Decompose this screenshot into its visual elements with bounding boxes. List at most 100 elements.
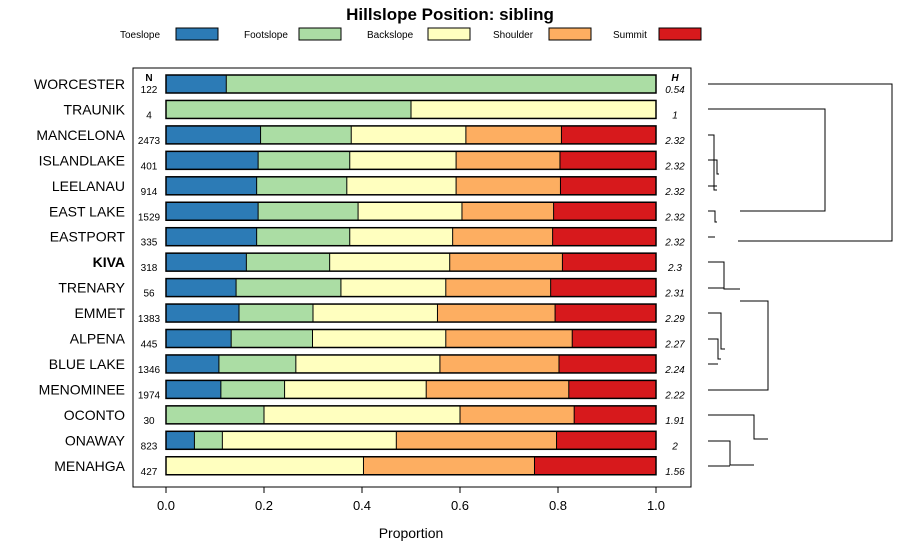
bar-segment-summit (553, 202, 656, 221)
bar-outline (165, 226, 657, 247)
bar-outline (165, 125, 657, 145)
bar-segment-toeslope (166, 202, 259, 221)
legend-label-backslope: Backslope (367, 30, 414, 41)
legend: Toeslope Footslope Backslope Shoulder Summit (120, 27, 702, 41)
bar-segment-shoulder (460, 405, 575, 424)
bar-outline (165, 252, 657, 272)
bar-segment-summit (555, 304, 656, 323)
bar-segment-toeslope (166, 329, 232, 348)
bar-segment-backslope (340, 278, 446, 297)
bar-segment-backslope (264, 405, 460, 424)
legend-label-toeslope: Toeslope (120, 30, 160, 41)
x-tick-label: 0.6 (451, 498, 469, 513)
bar-row-onaway: ONAWAY 823 2 (65, 430, 678, 452)
bar-row-kiva: KIVA 318 2.3 (93, 252, 682, 274)
h-value: 2 (671, 441, 678, 452)
row-label: MENOMINEE (39, 381, 125, 397)
bar-segment-shoulder (363, 456, 535, 475)
n-value: 401 (141, 161, 158, 172)
legend-swatch-toeslope (175, 27, 219, 41)
row-label: ALPENA (70, 331, 126, 347)
bar-segment-toeslope (166, 354, 219, 373)
bar-outline (165, 150, 657, 171)
h-column-header: H (671, 73, 679, 84)
bar-outline (165, 328, 657, 349)
bar-segment-footslope (194, 431, 223, 450)
bar-outline (165, 303, 657, 323)
n-value: 56 (143, 289, 155, 300)
bar-outline (165, 456, 657, 476)
bar-segment-summit (560, 176, 656, 195)
x-tick-label: 1.0 (647, 498, 665, 513)
bar-segment-toeslope (166, 151, 259, 170)
bar-row-islandlake: ISLANDLAKE 401 2.32 (39, 150, 685, 172)
bar-segment-backslope (346, 176, 457, 195)
row-label: MANCELONA (36, 127, 125, 143)
bar-segment-footslope (258, 202, 359, 221)
n-value: 122 (141, 85, 158, 96)
row-label: TRAUNIK (64, 101, 126, 117)
n-value: 445 (141, 340, 158, 351)
bar-row-menahga: MENAHGA 427 1.56 (54, 456, 685, 478)
bar-segment-footslope (226, 75, 656, 93)
bar-segment-shoulder (456, 176, 561, 195)
bar-segment-shoulder (396, 431, 557, 450)
bar-segment-summit (559, 151, 656, 170)
plot-frame (132, 67, 692, 488)
bar-row-alpena: ALPENA 445 2.27 (70, 328, 685, 351)
legend-swatch-footslope (298, 27, 342, 41)
n-value: 1383 (138, 314, 161, 325)
x-tick-label: 0.2 (255, 498, 273, 513)
bar-segment-footslope (236, 278, 341, 297)
bar-row-trenary: TRENARY 56 2.31 (58, 277, 685, 300)
h-value: 0.54 (665, 85, 685, 96)
bar-segment-toeslope (166, 431, 195, 450)
h-value: 2.31 (664, 289, 684, 300)
bar-segment-footslope (166, 100, 411, 119)
bar-segment-shoulder (452, 227, 553, 246)
legend-label-footslope: Footslope (244, 30, 288, 41)
bar-row-blue-lake: BLUE LAKE 1346 2.24 (49, 354, 685, 376)
chart-title: Hillslope Position: sibling (346, 5, 554, 24)
bar-segment-shoulder (445, 329, 573, 348)
bar-segment-backslope (329, 253, 450, 272)
n-value: 30 (143, 416, 155, 427)
bar-outline (165, 354, 657, 374)
bar-row-traunik: TRAUNIK 4 1 (64, 99, 678, 121)
bar-row-mancelona: MANCELONA 2473 2.32 (36, 125, 685, 147)
bar-segment-footslope (256, 176, 347, 195)
row-label: OCONTO (64, 407, 125, 423)
row-label: TRENARY (58, 280, 125, 296)
bar-row-emmet: EMMET 1383 2.29 (74, 303, 685, 325)
n-value: 2473 (138, 136, 161, 147)
bar-outline (165, 277, 657, 298)
bar-segment-summit (550, 278, 656, 297)
row-label: MENAHGA (54, 458, 125, 474)
row-label: ISLANDLAKE (39, 152, 125, 168)
dendrogram-branches (708, 83, 893, 467)
bar-segment-shoulder (461, 202, 554, 221)
bar-segment-backslope (284, 380, 427, 399)
bar-row-oconto: OCONTO 30 1.91 (64, 405, 685, 427)
bar-segment-shoulder (445, 278, 551, 297)
bar-outline (165, 99, 657, 120)
bar-segment-footslope (220, 380, 285, 399)
bar-outline (165, 379, 657, 400)
n-value: 914 (141, 187, 158, 198)
n-value: 823 (141, 441, 158, 452)
bar-segment-backslope (349, 151, 457, 170)
n-value: 1974 (138, 390, 161, 401)
bar-segment-footslope (231, 329, 313, 348)
bar-segment-backslope (222, 431, 397, 450)
bar-outline (165, 74, 657, 94)
bar-segment-shoulder (465, 125, 562, 144)
row-label: EAST LAKE (49, 203, 125, 219)
bar-segment-toeslope (166, 278, 237, 297)
bar-segment-shoulder (439, 354, 559, 373)
bar-segment-footslope (260, 125, 352, 144)
bar-segment-summit (552, 227, 656, 246)
bar-segment-footslope (166, 405, 264, 424)
n-value: 335 (141, 238, 158, 249)
bar-outline (165, 201, 657, 221)
